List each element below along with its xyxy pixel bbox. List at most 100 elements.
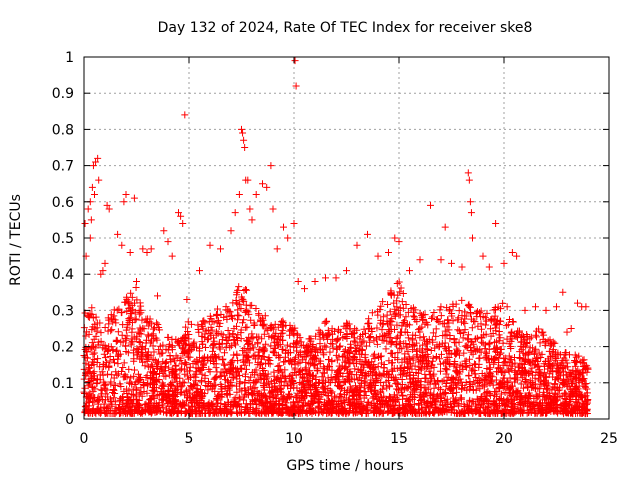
data-point [534,385,542,393]
data-point [530,350,538,358]
data-point [360,387,368,395]
data-point [303,401,311,409]
data-point [206,241,214,249]
data-point [401,350,409,358]
data-point [470,367,478,375]
data-point [139,358,147,366]
data-point [194,387,202,395]
data-point [378,326,386,334]
y-tick-label: 0.6 [52,195,74,211]
data-point [327,389,335,397]
data-point [510,396,518,404]
data-point [524,370,532,378]
data-point [502,397,510,405]
data-point [516,406,524,414]
data-point [465,372,473,380]
data-point [471,370,479,378]
data-point [145,400,153,408]
data-point [514,334,522,342]
data-point [410,386,418,394]
data-point [240,396,248,404]
data-point [215,317,223,325]
data-point [339,397,347,405]
data-point [404,308,412,316]
data-point [474,322,482,330]
data-point [250,408,258,416]
data-point [144,315,152,323]
data-point [97,386,105,394]
data-point [356,350,364,358]
data-point [389,397,397,405]
data-point [130,372,138,380]
data-point [502,401,510,409]
data-point [389,350,397,358]
data-point [376,371,384,379]
data-point [147,245,155,253]
data-point [325,331,333,339]
data-point [322,274,329,282]
data-point [267,342,275,350]
data-point [396,328,404,336]
data-point [158,382,166,390]
data-point [230,396,238,404]
data-point [272,351,280,359]
data-point [389,367,397,375]
data-point [537,354,545,362]
data-point [148,380,156,388]
data-point [129,391,137,399]
data-point [364,320,372,328]
data-point [393,303,401,311]
data-point [233,291,241,299]
data-point [403,329,411,337]
data-point [345,359,353,367]
data-point [486,379,494,387]
y-tick-label: 0.4 [52,267,74,283]
data-point [466,385,474,393]
data-point [254,353,262,361]
data-point [148,408,156,416]
data-point [474,395,482,403]
data-point [216,345,224,353]
data-point [325,362,333,370]
data-point [105,316,113,324]
data-point [250,319,258,327]
data-point [419,349,427,357]
data-point [492,324,500,332]
data-point [252,304,260,312]
data-point [391,234,399,242]
data-point [193,382,201,390]
x-tick-label: 15 [390,431,408,447]
data-point [451,360,459,368]
data-point [239,358,247,366]
data-point [114,351,122,359]
data-point [87,216,95,224]
data-point [497,390,505,398]
data-point [465,303,473,311]
y-tick-label: 0.7 [52,159,74,175]
data-point [291,364,299,372]
data-point [329,397,337,405]
data-point [201,353,209,361]
data-point [184,375,192,383]
data-point [551,339,559,347]
data-point [486,364,494,372]
data-point [115,410,123,418]
data-point [321,342,329,350]
data-point [125,317,133,325]
data-point [561,399,569,407]
data-point [251,368,259,376]
data-point [115,305,123,313]
data-point [316,399,324,407]
data-point [146,363,154,371]
data-point [132,396,140,404]
data-point [472,309,480,317]
data-point [475,379,483,387]
data-point [189,341,197,349]
data-point [88,339,96,347]
data-point [476,346,484,354]
data-point [549,395,557,403]
data-point [154,292,161,300]
data-point [353,371,361,379]
data-point [333,356,341,364]
data-point [218,340,226,348]
